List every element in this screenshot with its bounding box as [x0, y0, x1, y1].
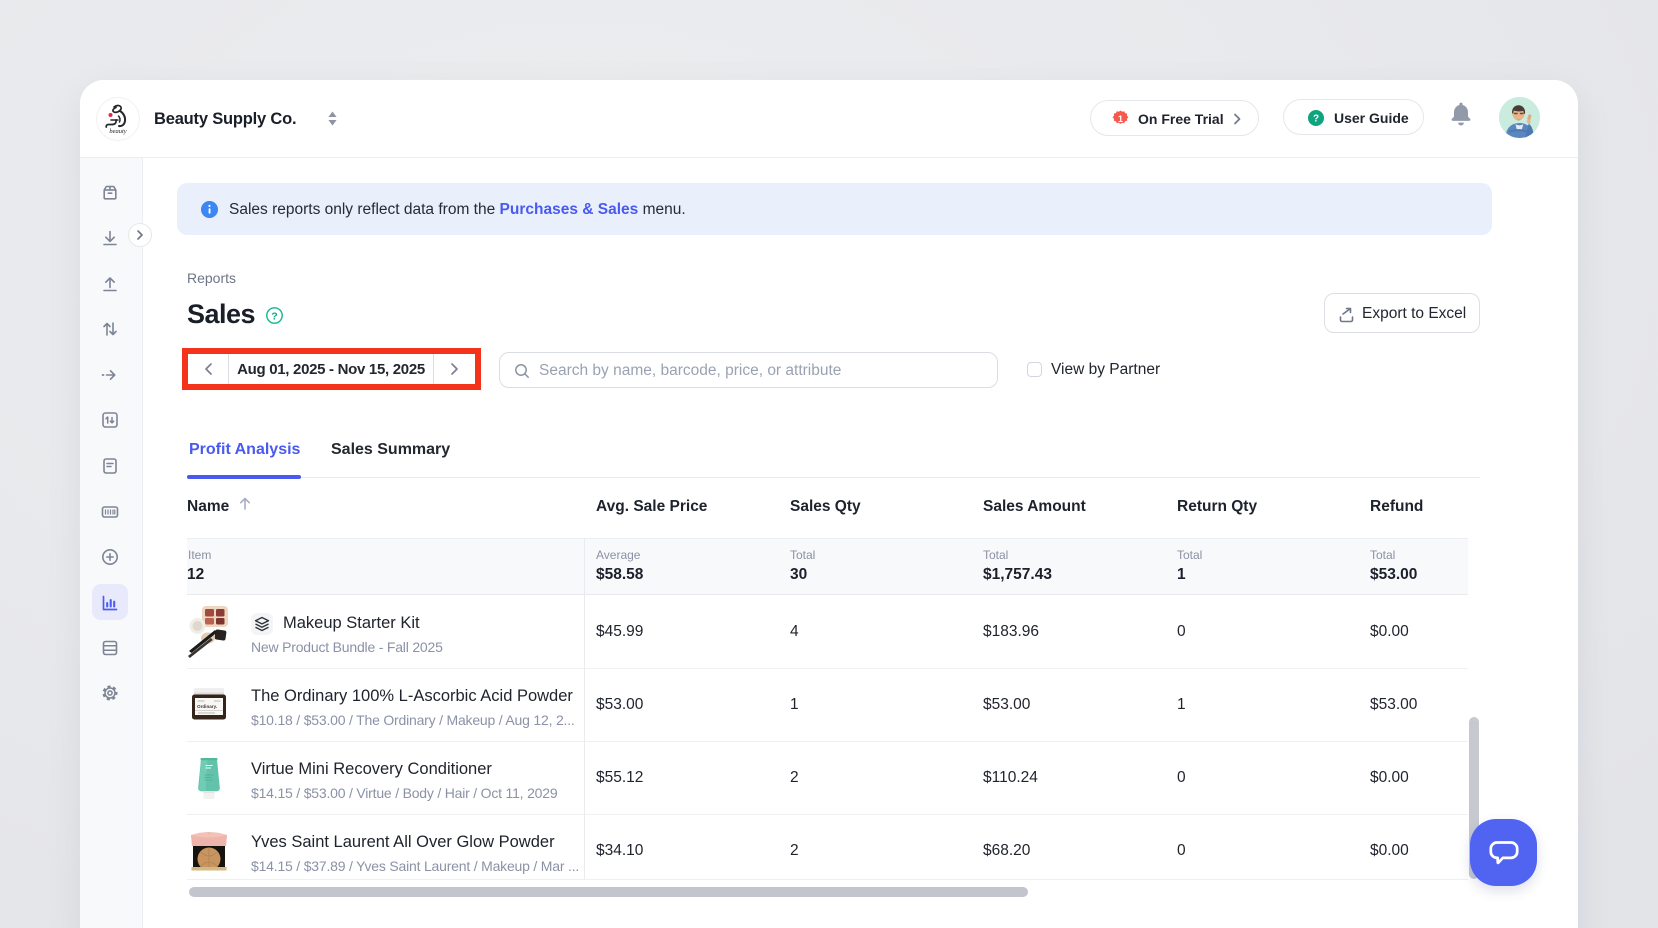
svg-text:?: ?: [1313, 114, 1319, 125]
svg-text:beauty: beauty: [109, 128, 126, 135]
svg-text:1: 1: [1118, 114, 1123, 124]
svg-text:Ordinary.: Ordinary.: [197, 704, 217, 709]
svg-text:?: ?: [271, 310, 277, 322]
